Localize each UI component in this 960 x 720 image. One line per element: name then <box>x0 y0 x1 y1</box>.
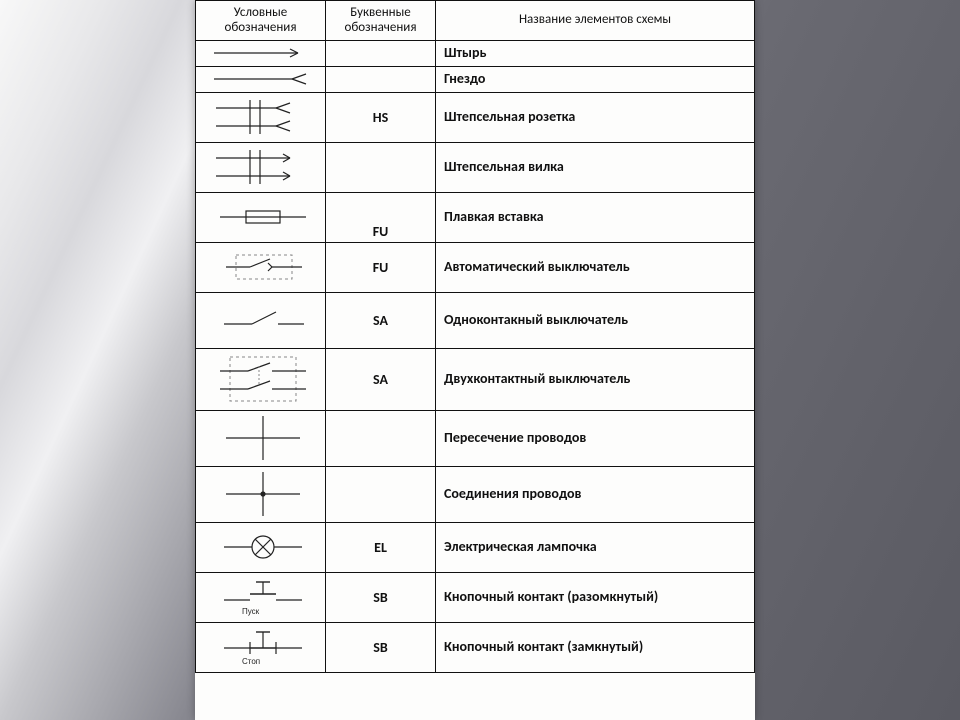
table-row: HSШтепсельная розетка <box>196 92 755 142</box>
table-row: Штепсельная вилка <box>196 142 755 192</box>
svg-text:Пуск: Пуск <box>242 607 260 616</box>
table-row: FUПлавкая вставка <box>196 192 755 242</box>
table-row: Гнездо <box>196 66 755 92</box>
table-header-row: Условные обозначения Буквенные обозначен… <box>196 1 755 41</box>
element-name: Пересечение проводов <box>436 410 755 466</box>
element-name: Плавкая вставка <box>436 192 755 242</box>
letter-code <box>326 410 436 466</box>
table-row: Пересечение проводов <box>196 410 755 466</box>
pb_no-symbol-icon: Пуск <box>196 572 326 622</box>
join-symbol-icon <box>196 466 326 522</box>
cross-symbol-icon <box>196 410 326 466</box>
socket-symbol-icon <box>196 66 326 92</box>
letter-code <box>326 142 436 192</box>
element-name: Штепсельная розетка <box>436 92 755 142</box>
element-name: Гнездо <box>436 66 755 92</box>
table-row: SAОдноконтакный выключатель <box>196 292 755 348</box>
header-letters: Буквенные обозначения <box>326 1 436 41</box>
header-name: Название элементов схемы <box>436 1 755 41</box>
letter-code: EL <box>326 522 436 572</box>
breaker-symbol-icon <box>196 242 326 292</box>
pin-symbol-icon <box>196 41 326 67</box>
element-name: Штырь <box>436 41 755 67</box>
svg-text:Стоп: Стоп <box>242 657 260 666</box>
letter-code: SB <box>326 622 436 672</box>
element-name: Автоматический выключатель <box>436 242 755 292</box>
symbols-table: Условные обозначения Буквенные обозначен… <box>195 0 755 673</box>
receptacle-symbol-icon <box>196 92 326 142</box>
letter-code <box>326 66 436 92</box>
table-row: Пуск SBКнопочный контакт (разомкнутый) <box>196 572 755 622</box>
letter-code: SB <box>326 572 436 622</box>
letter-code <box>326 466 436 522</box>
letter-code <box>326 41 436 67</box>
letter-code: SA <box>326 292 436 348</box>
table-row: FUАвтоматический выключатель <box>196 242 755 292</box>
table-row: Стоп SBКнопочный контакт (замкнутый) <box>196 622 755 672</box>
table-row: SAДвухконтактный выключатель <box>196 348 755 410</box>
element-name: Одноконтакный выключатель <box>436 292 755 348</box>
element-name: Электрическая лампочка <box>436 522 755 572</box>
element-name: Кнопочный контакт (разомкнутый) <box>436 572 755 622</box>
lamp-symbol-icon <box>196 522 326 572</box>
plug-symbol-icon <box>196 142 326 192</box>
element-name: Соединения проводов <box>436 466 755 522</box>
header-symbols: Условные обозначения <box>196 1 326 41</box>
letter-code: HS <box>326 92 436 142</box>
table-row: Соединения проводов <box>196 466 755 522</box>
letter-code: SA <box>326 348 436 410</box>
table-row: Штырь <box>196 41 755 67</box>
letter-code: FU <box>326 192 436 242</box>
letter-code: FU <box>326 242 436 292</box>
document-page: Условные обозначения Буквенные обозначен… <box>195 0 755 720</box>
switch1-symbol-icon <box>196 292 326 348</box>
table-row: ELЭлектрическая лампочка <box>196 522 755 572</box>
pb_nc-symbol-icon: Стоп <box>196 622 326 672</box>
element-name: Штепсельная вилка <box>436 142 755 192</box>
element-name: Кнопочный контакт (замкнутый) <box>436 622 755 672</box>
element-name: Двухконтактный выключатель <box>436 348 755 410</box>
switch2-symbol-icon <box>196 348 326 410</box>
fuse-symbol-icon <box>196 192 326 242</box>
